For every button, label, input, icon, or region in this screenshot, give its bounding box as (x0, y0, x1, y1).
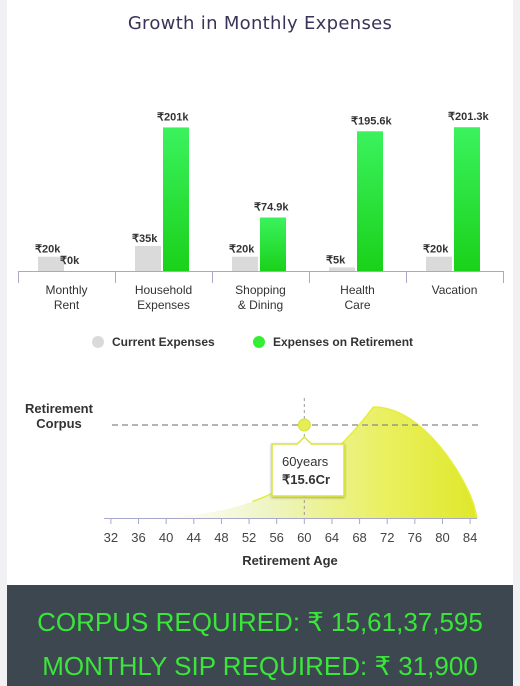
bar-label-retirement: ₹74.9k (254, 202, 289, 214)
bar-current (329, 267, 355, 271)
corpus-area (104, 407, 477, 518)
x-tick-label: 32 (104, 530, 118, 545)
bar-current (426, 256, 452, 271)
tooltip-age: 60years (282, 454, 329, 469)
x-tick-label: 56 (269, 530, 283, 545)
x-category-label: Care (344, 298, 370, 312)
bar-label-current: ₹5k (326, 254, 346, 266)
bar-retirement (454, 127, 480, 271)
expense-card: Growth in Monthly Expenses ₹20k ₹0k Monthl… (7, 0, 513, 686)
x-tick-label: 80 (435, 530, 449, 545)
x-tick-label: 68 (352, 530, 366, 545)
tooltip-arrow-join (298, 443, 311, 446)
bar-label-retirement: ₹195.6k (351, 115, 393, 127)
tooltip-arrow (296, 435, 312, 445)
corpus-required-text: CORPUS REQUIRED: ₹ 15,61,37,595 (37, 607, 483, 637)
x-category-label: & Dining (238, 298, 283, 312)
x-tick-label: 84 (463, 530, 477, 545)
x-category-label: Shopping (235, 283, 286, 297)
x-tick-label: 64 (325, 530, 339, 545)
tooltip-box (271, 443, 345, 497)
bar-retirement (260, 217, 286, 271)
bar-label-retirement: ₹201.3k (448, 111, 490, 123)
y-axis-title-line2: Corpus (36, 416, 82, 431)
bar-chart: ₹20k₹0kMonthlyRent₹35k₹201kHouseholdExpe… (18, 111, 504, 349)
legend-marker-retirement (253, 336, 265, 348)
legend-label-current: Current Expenses (112, 335, 215, 349)
bar-label-current: ₹20k (423, 244, 449, 256)
bar-retirement (357, 131, 383, 271)
legend-label-retirement: Expenses on Retirement (273, 335, 413, 349)
y-axis-title-line1: Retirement (25, 401, 94, 416)
bar-current (135, 246, 161, 271)
bar-label-current: ₹35k (132, 233, 158, 245)
x-tick-label: 48 (214, 530, 228, 545)
bar-retirement (163, 127, 189, 271)
marker-point (297, 418, 311, 432)
x-category-label: Expenses (137, 298, 190, 312)
x-category-label: Health (340, 283, 375, 297)
x-tick-label: 52 (242, 530, 256, 545)
x-category-label: Rent (54, 298, 80, 312)
x-axis-title: Retirement Age (242, 553, 338, 568)
x-tick-label: 72 (380, 530, 394, 545)
chart-title: Growth in Monthly Expenses (127, 13, 393, 34)
bar-label-retirement: ₹0k (60, 255, 80, 267)
x-tick-label: 44 (187, 530, 201, 545)
x-tick-label: 36 (131, 530, 145, 545)
bar-current (38, 256, 64, 271)
legend-marker-current (92, 336, 104, 348)
x-category-label: Vacation (432, 283, 478, 297)
bar-current (232, 256, 258, 271)
bar-label-current: ₹20k (35, 244, 61, 256)
tooltip-value: ₹15.6Cr (282, 472, 330, 487)
x-category-label: Household (135, 283, 192, 297)
bar-label-retirement: ₹201k (157, 111, 189, 123)
corpus-chart: 32 36 40 44 48 52 56 60 64 68 72 76 80 84 Retirement A… (25, 398, 482, 568)
x-tick-label: 76 (408, 530, 422, 545)
x-category-label: Monthly (45, 283, 87, 297)
bar-label-current: ₹20k (229, 244, 255, 256)
summary-footer: CORPUS REQUIRED: ₹ 15,61,37,595 MONTHLY … (7, 585, 513, 686)
x-tick-label: 60 (297, 530, 311, 545)
x-tick-label: 40 (159, 530, 173, 545)
monthly-sip-text: MONTHLY SIP REQUIRED: ₹ 31,900 (42, 651, 478, 681)
